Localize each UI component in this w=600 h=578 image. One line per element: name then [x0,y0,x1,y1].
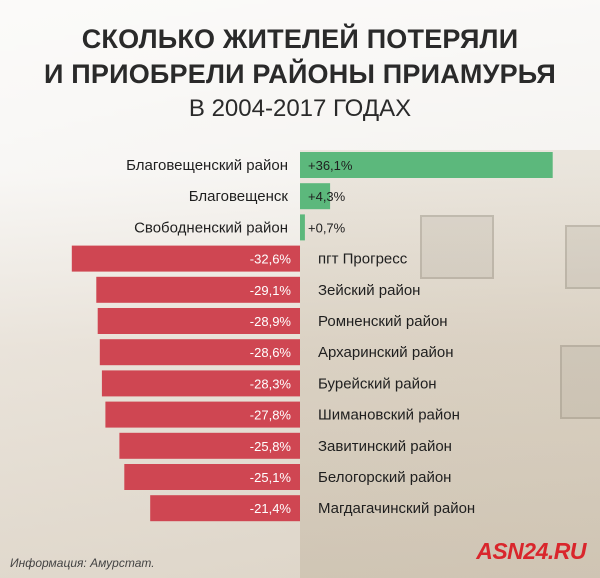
category-label: пгт Прогресс [318,251,408,268]
value-label: +36,1% [308,158,353,173]
value-label: -28,9% [250,314,292,329]
bar-8 [101,370,301,397]
source-note: Информация: Амурстат. [10,556,155,570]
bar-7 [99,339,300,366]
category-label: Шимановский район [318,407,460,424]
value-label: -25,8% [250,439,292,454]
background-house [300,150,600,578]
value-label: -28,6% [250,345,292,360]
background-window [560,345,600,419]
category-label: Благовещенский район [126,157,288,174]
bar-11 [124,464,300,490]
chart-title-line2: И ПРИОБРЕЛИ РАЙОНЫ ПРИАМУРЬЯ [44,59,556,89]
category-label: Магдагачинский район [318,500,475,517]
value-label: -28,3% [250,376,292,391]
category-label: Благовещенск [189,188,289,205]
category-label: Зейский район [318,282,420,299]
value-label: -21,4% [250,501,292,516]
background-window [420,215,494,279]
chart-title-line1: СКОЛЬКО ЖИТЕЛЕЙ ПОТЕРЯЛИ [81,24,519,54]
bar-9 [105,401,301,428]
category-label: Ромненский район [318,313,448,330]
bar-5 [96,276,300,303]
bar-2 [300,183,331,210]
chart-subtitle: В 2004-2017 ГОДАХ [188,95,412,122]
value-label: -27,8% [250,408,292,423]
bar-1 [300,152,553,178]
bar-3 [300,214,305,241]
brand-logo: ASN24.RU [476,538,586,564]
bar-10 [119,432,301,459]
category-label: Свободненский район [134,219,288,236]
bar-6 [97,308,300,334]
category-label: Архаринский район [318,344,454,361]
background-window [565,225,600,289]
value-label: +4,3% [308,189,346,204]
value-label: -32,6% [250,252,292,267]
category-label: Белогорский район [318,469,451,486]
category-label: Завитинский район [318,438,452,455]
value-label: -29,1% [250,283,292,298]
bar-4 [71,245,300,272]
bar-12 [150,495,300,522]
value-label: -25,1% [250,470,292,485]
value-label: +0,7% [308,220,346,235]
category-label: Бурейский район [318,375,437,392]
